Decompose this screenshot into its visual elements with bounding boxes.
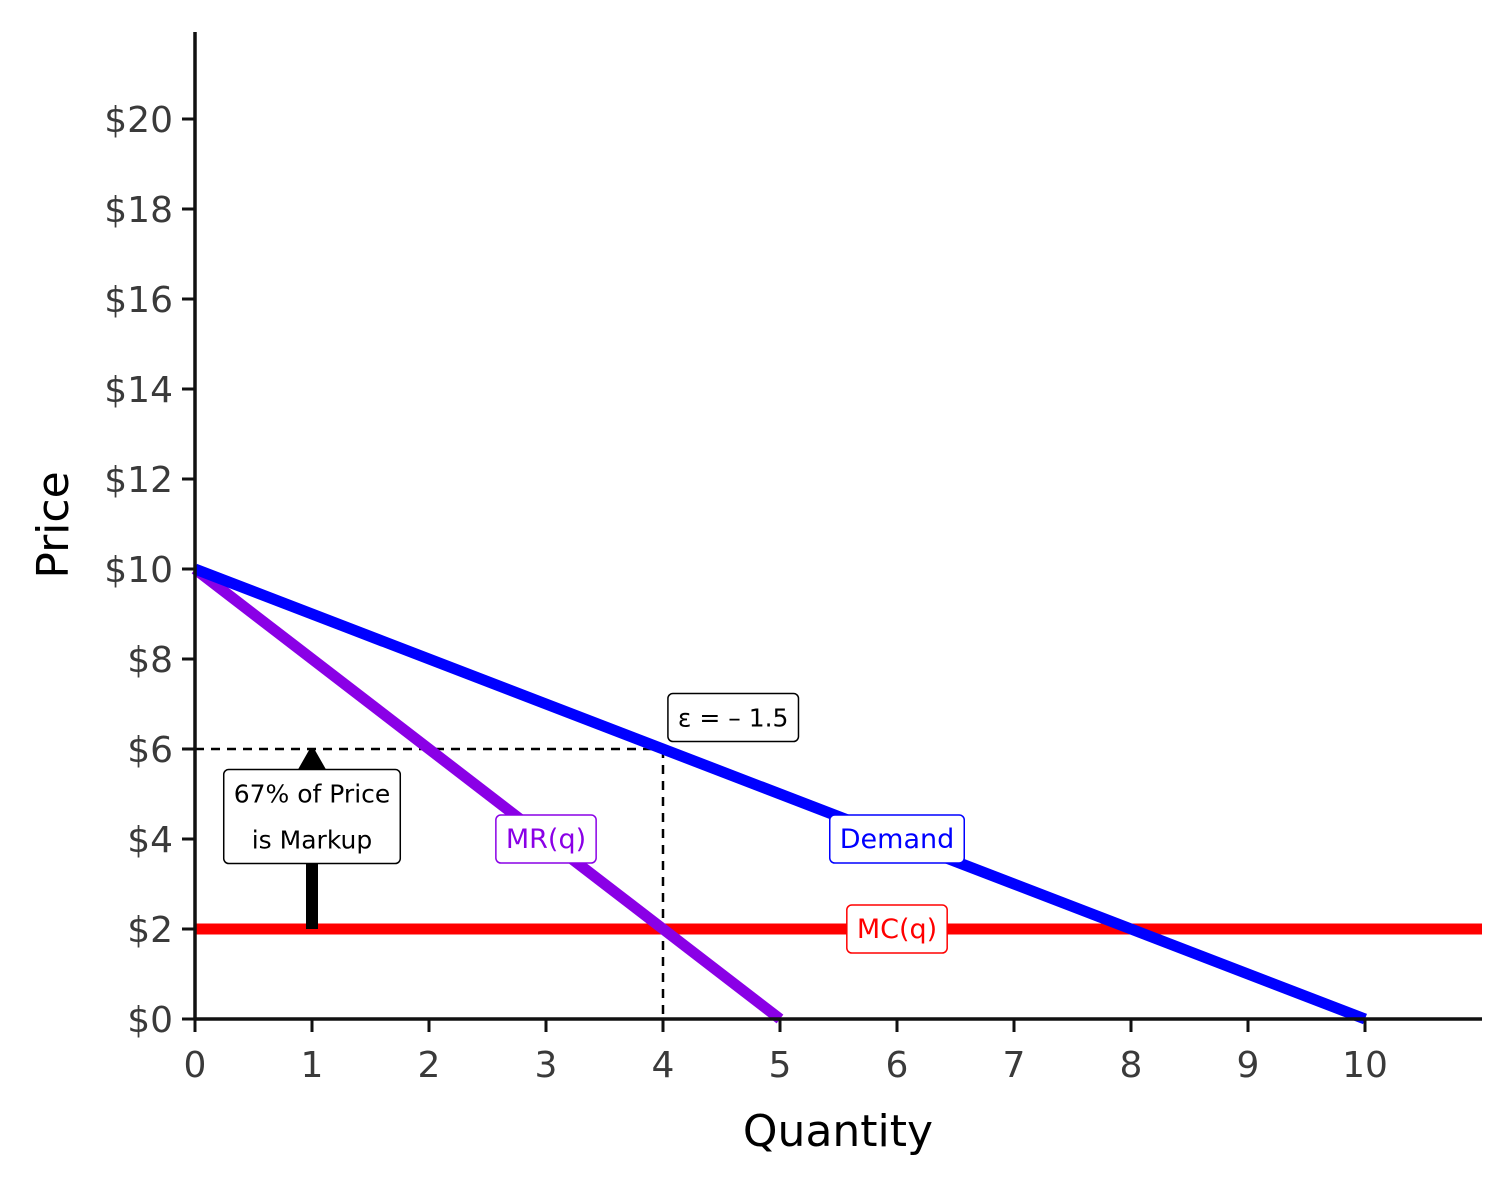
y-tick-label: $6 <box>127 730 173 771</box>
y-tick-label: $8 <box>127 640 173 681</box>
annotations: ε = – 1.5 67% of Price is Markup <box>222 692 800 865</box>
mr-q-line <box>191 564 784 1024</box>
x-axis-title: Quantity <box>743 1106 933 1157</box>
x-tick-label: 1 <box>301 1045 324 1086</box>
markup-annotation: 67% of Price is Markup <box>222 768 402 865</box>
y-tick-label: $16 <box>104 280 173 321</box>
label-demand: Demand <box>829 814 965 864</box>
x-tick-label: 6 <box>886 1045 909 1086</box>
label-mr-q: MR(q) <box>495 814 597 864</box>
x-tick-label: 5 <box>769 1045 792 1086</box>
x-tick-label: 0 <box>184 1045 207 1086</box>
y-tick-label: $4 <box>127 820 173 861</box>
label-mr-q-text: MR(q) <box>506 824 586 855</box>
series-labels: MR(q) Demand MC(q) <box>495 814 965 954</box>
markup-annotation-text: 67% of Price <box>234 780 391 809</box>
x-tick-label: 8 <box>1120 1045 1143 1086</box>
label-mc-q: MC(q) <box>846 904 948 954</box>
y-tick-label: $18 <box>104 190 173 231</box>
x-tick-label: 3 <box>535 1045 558 1086</box>
reference-lines <box>195 747 665 1019</box>
elasticity-annotation-text: ε = – 1.5 <box>678 704 789 733</box>
axes: $0 $2 $4 $6 $8 $10 $12 $14 $16 $18 $20 0 1 2 3 4 5 6 7 8 9 10 <box>104 32 1482 1086</box>
series-lines <box>191 563 1482 1025</box>
label-mc-q-text: MC(q) <box>857 914 937 945</box>
label-mc-q-box <box>846 904 948 954</box>
y-tick-label: $20 <box>104 100 173 141</box>
y-tick-label: $12 <box>104 460 173 501</box>
y-tick-label: $14 <box>104 370 173 411</box>
x-tick-label: 4 <box>652 1045 675 1086</box>
y-tick-label: $2 <box>127 910 173 951</box>
x-tick-label: 10 <box>1342 1045 1388 1086</box>
y-tick-label: $10 <box>104 550 173 591</box>
x-tick-label: 7 <box>1003 1045 1026 1086</box>
markup-annotation-text: is Markup <box>252 826 373 855</box>
label-mr-q-box <box>495 814 597 864</box>
y-axis-title: Price <box>28 471 79 578</box>
x-tick-label: 9 <box>1237 1045 1260 1086</box>
x-tick-label: 2 <box>418 1045 441 1086</box>
elasticity-annotation: ε = – 1.5 <box>667 692 800 743</box>
label-demand-box <box>829 814 965 864</box>
markup-annotation-box <box>222 768 402 865</box>
elasticity-annotation-box <box>667 692 800 743</box>
y-tick-label: $0 <box>127 1000 173 1041</box>
demand-line <box>193 563 1367 1025</box>
label-demand-text: Demand <box>840 824 955 855</box>
